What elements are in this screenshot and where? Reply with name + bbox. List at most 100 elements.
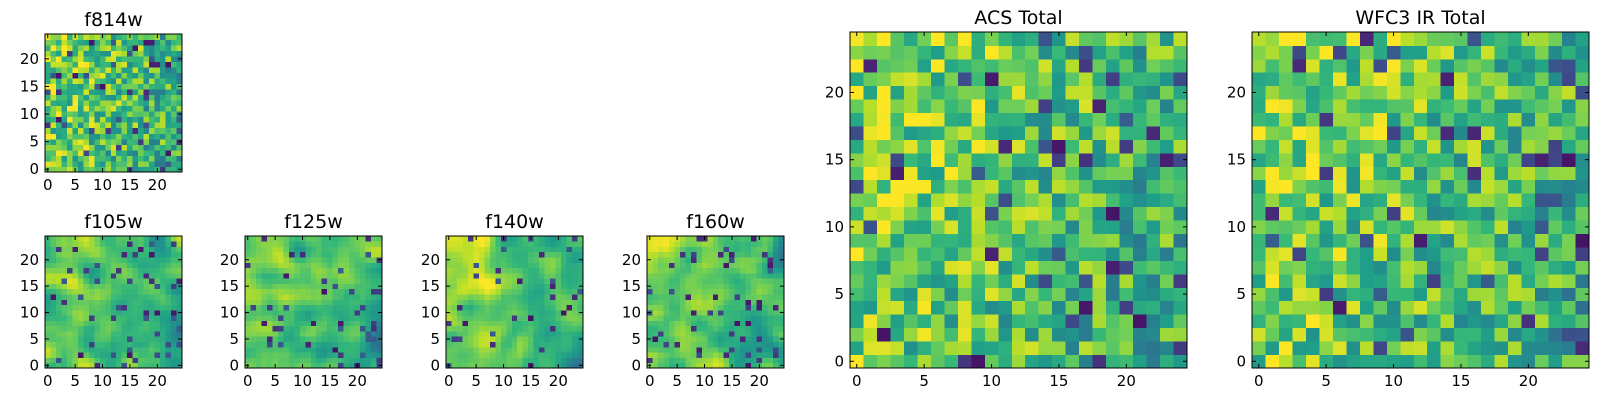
heatmap-cell — [778, 262, 785, 269]
heatmap-cell — [83, 105, 90, 112]
heatmap-cell — [1521, 220, 1536, 234]
heatmap-cell — [566, 251, 573, 258]
heatmap-cell — [555, 309, 562, 316]
heatmap-cell — [572, 309, 578, 316]
heatmap-cell — [327, 309, 334, 316]
heatmap-cell — [446, 325, 452, 332]
heatmap-cell — [467, 357, 474, 364]
heatmap-cell — [729, 257, 736, 263]
heatmap-cell — [1038, 139, 1053, 154]
heatmap-cell — [1332, 152, 1347, 167]
heatmap-cell — [572, 246, 578, 253]
heatmap-cell — [154, 45, 161, 51]
heatmap-cell — [365, 362, 372, 369]
heatmap-cell — [88, 241, 95, 247]
heatmap-cell — [310, 251, 317, 258]
heatmap-cells — [245, 236, 383, 369]
heatmap-cell — [272, 341, 279, 348]
heatmap-cell — [154, 325, 161, 332]
heatmap-cell — [528, 346, 535, 353]
heatmap-cell — [971, 220, 986, 234]
heatmap-cell — [45, 241, 51, 247]
heatmap-cell — [1454, 314, 1469, 329]
heatmap-cell — [272, 357, 279, 364]
heatmap-cell — [176, 272, 183, 279]
heatmap-cell — [116, 283, 123, 290]
y-tick-label: 20 — [622, 251, 641, 269]
heatmap-cell — [61, 278, 68, 284]
heatmap-cell — [762, 362, 768, 369]
heatmap-cell — [1133, 300, 1147, 315]
heatmap-cell — [500, 299, 507, 306]
heatmap-cell — [160, 346, 166, 353]
heatmap-cell — [149, 262, 155, 269]
heatmap-cell — [1359, 126, 1374, 140]
heatmap-cell — [171, 72, 177, 79]
heatmap-cell — [138, 67, 145, 74]
heatmap-cell — [116, 362, 123, 369]
heatmap-cell — [1332, 58, 1347, 73]
heatmap-cell — [294, 236, 301, 242]
heatmap-cell — [1562, 139, 1576, 154]
heatmap-cell — [72, 39, 79, 46]
heatmap-cell — [72, 357, 79, 364]
heatmap-cell — [360, 267, 366, 274]
heatmap-cell — [478, 236, 485, 242]
heatmap-cell — [77, 122, 84, 129]
heatmap-cell — [690, 272, 697, 279]
heatmap-cell — [1548, 206, 1563, 221]
heatmap-cell — [657, 246, 664, 253]
heatmap-cell — [83, 236, 90, 242]
heatmap-cell — [1119, 99, 1134, 114]
heatmap-cell — [740, 357, 747, 364]
heatmap-cell — [734, 257, 741, 263]
heatmap-cell — [94, 272, 101, 279]
heatmap-cell — [668, 309, 675, 316]
heatmap-cell — [657, 299, 664, 306]
heatmap-cell — [1427, 45, 1442, 60]
heatmap-cell — [489, 288, 496, 295]
heatmap-cell — [751, 346, 757, 353]
heatmap-cell — [1427, 99, 1442, 114]
heatmap-cell — [138, 241, 145, 247]
heatmap-cell — [456, 304, 463, 311]
heatmap-cell — [1548, 273, 1563, 288]
heatmap-cell — [176, 331, 183, 337]
heatmap-cell — [266, 341, 273, 348]
heatmap-cell — [1011, 260, 1026, 275]
heatmap-cell — [1400, 233, 1415, 248]
heatmap-cell — [127, 105, 134, 112]
heatmap-cell — [77, 241, 84, 247]
heatmap-cell — [723, 315, 730, 321]
heatmap-cell — [734, 272, 741, 279]
heatmap-cell — [165, 315, 172, 321]
heatmap-cell — [72, 304, 79, 311]
heatmap-cell — [255, 283, 262, 290]
heatmap-cell — [343, 283, 350, 290]
heatmap-cell — [1494, 193, 1509, 208]
heatmap-cell — [707, 288, 714, 295]
heatmap-cell — [88, 72, 95, 79]
heatmap-cell — [61, 294, 68, 300]
heatmap-cell — [1079, 273, 1094, 288]
heatmap-cell — [288, 251, 295, 258]
heatmap-cell — [572, 257, 578, 263]
heatmap-cell — [94, 309, 101, 316]
heatmap-cell — [555, 315, 562, 321]
heatmap-cell — [1278, 152, 1293, 167]
heatmap-cell — [1427, 193, 1442, 208]
heatmap-cell — [740, 246, 747, 253]
heatmap-cell — [250, 288, 257, 295]
heatmap-cell — [250, 267, 257, 274]
heatmap-cell — [668, 320, 675, 327]
heatmap-cell — [577, 346, 584, 353]
heatmap-cell — [305, 346, 312, 353]
heatmap-cell — [77, 262, 84, 269]
heatmap-cell — [1319, 233, 1334, 248]
heatmap-cell — [360, 352, 366, 358]
heatmap-cell — [478, 257, 485, 263]
heatmap-cell — [663, 315, 670, 321]
y-tick-label: 15 — [1227, 151, 1246, 169]
heatmap-cell — [1292, 314, 1307, 329]
heatmap-cell — [116, 320, 123, 327]
